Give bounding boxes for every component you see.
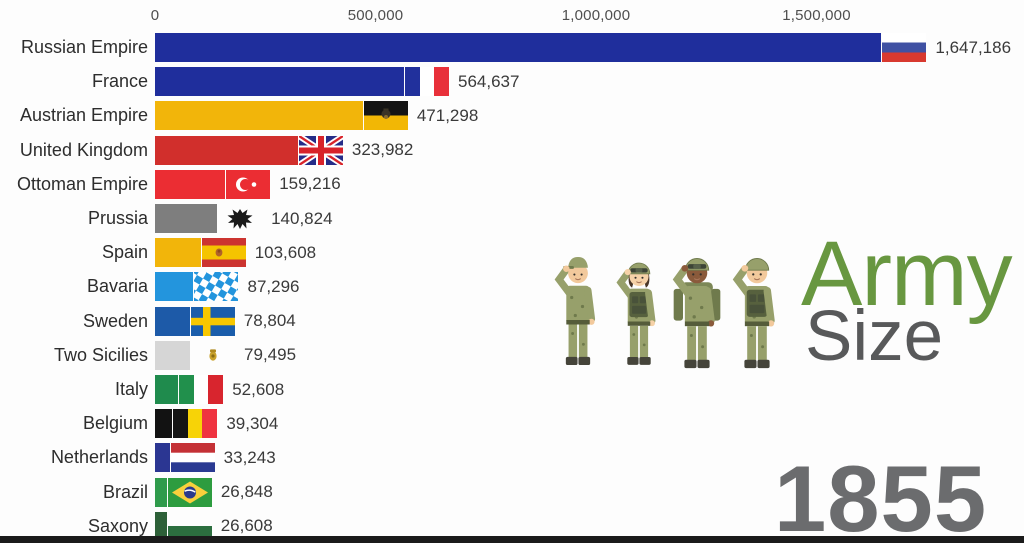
country-label: Two Sicilies (53, 344, 148, 365)
value-label: 39,304 (226, 413, 279, 433)
flag-sweden-icon (190, 306, 235, 336)
country-label: Sweden (82, 310, 148, 331)
country-label: Saxony (87, 515, 148, 536)
flag-two-sicilies-icon (191, 340, 236, 370)
bar (155, 477, 167, 507)
bar (155, 375, 179, 404)
value-label: 103,608 (254, 242, 317, 262)
bar (155, 33, 882, 62)
flag-belgium-icon (173, 409, 218, 439)
soldier-cap-male-icon (551, 238, 605, 380)
country-label: Russian Empire (20, 37, 148, 57)
bar (155, 272, 194, 302)
value-label: 26,848 (220, 482, 273, 502)
flag-spain-icon (201, 238, 246, 268)
country-label: Brazil (102, 481, 148, 502)
value-label: 140,824 (271, 208, 333, 228)
value-label: 26,608 (220, 516, 273, 536)
value-label: 79,495 (244, 345, 297, 365)
axis-tick-label: 500,000 (347, 7, 404, 24)
country-label: France (91, 71, 148, 92)
value-label: 87,296 (247, 276, 300, 296)
value-label: 471,298 (416, 105, 479, 125)
bar (155, 443, 170, 473)
value-label: 33,243 (223, 447, 276, 467)
country-label: Netherlands (50, 447, 148, 468)
axis-tick-label: 0 (150, 7, 160, 24)
flag-netherlands-icon (170, 443, 215, 473)
value-label: 1,647,186 (935, 37, 1012, 57)
flag-austria-icon (363, 101, 408, 131)
value-label: 564,637 (458, 71, 520, 91)
flag-russia-icon (882, 33, 927, 62)
flag-ottoman-icon (226, 169, 271, 199)
flag-france-icon (405, 67, 449, 97)
flag-prussia-icon (218, 204, 263, 233)
country-label: United Kingdom (19, 139, 148, 160)
flag-uk-icon (298, 135, 343, 165)
country-label: Ottoman Empire (16, 173, 148, 194)
value-label: 52,608 (232, 379, 285, 399)
axis-tick-label: 1,000,000 (561, 7, 631, 24)
soldier-helmet-male-icon (729, 241, 785, 379)
bar (155, 101, 363, 131)
bar (155, 135, 298, 165)
axis-tick-label: 1,500,000 (782, 7, 851, 24)
value-label: 78,804 (243, 311, 296, 331)
value-label: 159,216 (279, 174, 341, 194)
bar (155, 340, 191, 370)
year-label: 1855 (774, 446, 988, 543)
bar (155, 204, 218, 233)
bottom-letterbox-strip (0, 536, 1024, 543)
bar (155, 238, 201, 268)
bar (155, 409, 173, 439)
country-label: Bavaria (86, 276, 148, 297)
bar (155, 67, 404, 97)
country-label: Italy (114, 379, 148, 399)
country-label: Prussia (87, 208, 148, 228)
country-label: Spain (101, 242, 148, 263)
bar (155, 169, 226, 199)
title-size: Size (805, 297, 944, 376)
country-label: Belgium (82, 413, 148, 434)
bar (155, 511, 167, 541)
soldier-backpack-male-icon (669, 241, 725, 379)
country-label: Austrian Empire (19, 105, 148, 126)
soldier-helmet-female-icon (613, 243, 665, 379)
flag-brazil-icon (167, 477, 212, 507)
value-label: 323,982 (351, 140, 414, 160)
bar (155, 306, 190, 336)
flag-bavaria-icon (194, 272, 239, 302)
title-army: Army (801, 223, 1013, 325)
flag-italy-icon (179, 375, 224, 404)
